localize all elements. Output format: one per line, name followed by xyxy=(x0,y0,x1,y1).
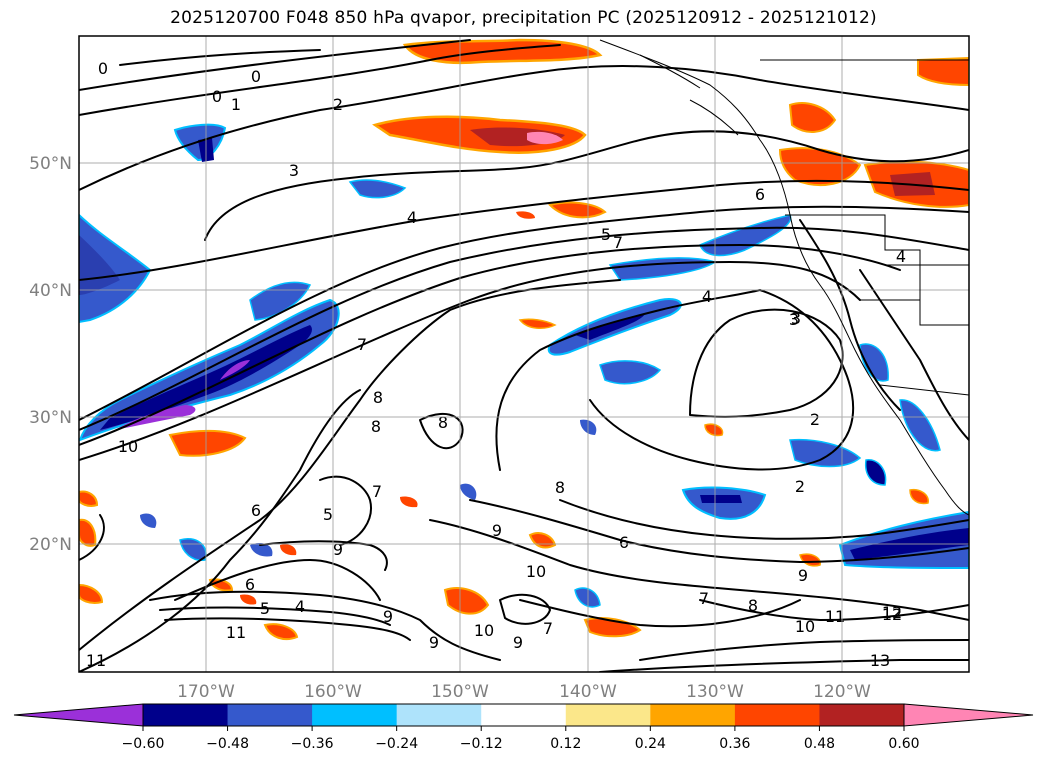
contour-label: 7 xyxy=(543,619,553,638)
colorbar-tick-label: −0.36 xyxy=(291,736,334,752)
contour-label: 2 xyxy=(795,477,805,496)
contour-label: 4 xyxy=(407,208,417,227)
colorbar-tick-label: −0.12 xyxy=(460,736,503,752)
contour-label: 10 xyxy=(474,621,494,640)
gridlines xyxy=(79,36,969,672)
latitude-labels: 50°N 40°N 30°N 20°N xyxy=(29,154,72,555)
colorbar-segment xyxy=(650,704,736,726)
contour-label: 9 xyxy=(492,521,502,540)
contour-label: 4 xyxy=(702,287,712,306)
contour-label: 10 xyxy=(795,617,815,636)
colorbar-segment xyxy=(227,704,313,726)
lat-label: 40°N xyxy=(29,281,72,301)
lon-label: 140°W xyxy=(559,682,617,702)
contour-label: 6 xyxy=(251,501,261,520)
contour-label: 12 xyxy=(882,605,902,624)
contour-label: 10 xyxy=(526,562,546,581)
colorbar-segment xyxy=(819,704,905,726)
map-title: 2025120700 F048 850 hPa qvapor, precipit… xyxy=(170,8,877,28)
colorbar-tick-label: −0.60 xyxy=(122,736,165,752)
contour-label: 2 xyxy=(333,95,343,114)
colorbar-tick-label: 0.24 xyxy=(635,736,666,752)
colorbar-min-extension xyxy=(13,703,144,727)
contour-label: 10 xyxy=(118,437,138,456)
lon-label: 130°W xyxy=(686,682,744,702)
colorbar-tick-label: 0.48 xyxy=(804,736,835,752)
colorbar-tick-label: 0.60 xyxy=(888,736,919,752)
contour-label: 11 xyxy=(825,607,845,626)
colorbar-tick-label: −0.24 xyxy=(375,736,418,752)
lon-label: 150°W xyxy=(431,682,489,702)
map-frame xyxy=(78,35,970,673)
colorbar-max-extension xyxy=(903,703,1034,727)
contour-label: 5 xyxy=(323,505,333,524)
contour-label: 7 xyxy=(613,233,623,252)
coastlines xyxy=(599,39,969,516)
contour-label: 7 xyxy=(699,589,709,608)
lat-label: 50°N xyxy=(29,154,72,174)
contour-label: 12 xyxy=(882,603,902,622)
contour-label: 9 xyxy=(383,607,393,626)
contour-label: 8 xyxy=(438,413,448,432)
contour-label: 5 xyxy=(601,225,611,244)
contour-label: 7 xyxy=(372,482,382,501)
longitude-labels: 170°W 160°W 150°W 140°W 130°W 120°W xyxy=(177,682,871,702)
contour-label: 7 xyxy=(357,335,367,354)
contour-label: 3 xyxy=(791,309,801,328)
contour-label: 4 xyxy=(896,247,906,266)
contour-label: 9 xyxy=(798,566,808,585)
contour-label: 8 xyxy=(555,478,565,497)
contour-label: 0 xyxy=(212,87,222,106)
contour-label: 1 xyxy=(231,95,241,114)
contour-label: 2 xyxy=(810,410,820,429)
colorbar-segment xyxy=(396,704,482,726)
contour-label: 8 xyxy=(748,596,758,615)
colorbar-segment xyxy=(143,704,229,726)
lat-label: 30°N xyxy=(29,408,72,428)
contour-label: 9 xyxy=(429,633,439,652)
colorbar-segment xyxy=(565,704,651,726)
lon-label: 160°W xyxy=(304,682,362,702)
contour-label: 3 xyxy=(289,161,299,180)
contour-label: 0 xyxy=(251,67,261,86)
lon-label: 170°W xyxy=(177,682,235,702)
contour-label: 5 xyxy=(260,599,270,618)
contour-label: 8 xyxy=(373,388,383,407)
contour-label: 6 xyxy=(755,185,765,204)
contour-label: 8 xyxy=(371,417,381,436)
contour-label: 0 xyxy=(98,59,108,78)
contour-label: 9 xyxy=(513,633,523,652)
colorbar-tick-label: 0.12 xyxy=(550,736,581,752)
contour-label: 3 xyxy=(789,310,799,329)
colorbar: −0.60 −0.48 −0.36 −0.24 −0.12 0.12 0.24 0.36 0.4… xyxy=(13,703,1034,752)
precip-positive-areas xyxy=(79,38,969,641)
colorbar-segment xyxy=(312,704,398,726)
contour-label: 11 xyxy=(226,623,246,642)
contour-label: 11 xyxy=(86,651,106,670)
colorbar-segment xyxy=(734,704,820,726)
colorbar-tick-label: −0.48 xyxy=(206,736,249,752)
contour-label: 6 xyxy=(619,533,629,552)
qvapor-contours xyxy=(79,39,969,672)
contour-label: 4 xyxy=(295,597,305,616)
colorbar-segment xyxy=(481,704,567,726)
lon-label: 120°W xyxy=(813,682,871,702)
colorbar-tick-label: 0.36 xyxy=(719,736,750,752)
lat-label: 20°N xyxy=(29,535,72,555)
contour-label: 9 xyxy=(333,540,343,559)
contour-label: 13 xyxy=(870,651,890,670)
contour-label: 6 xyxy=(245,575,255,594)
